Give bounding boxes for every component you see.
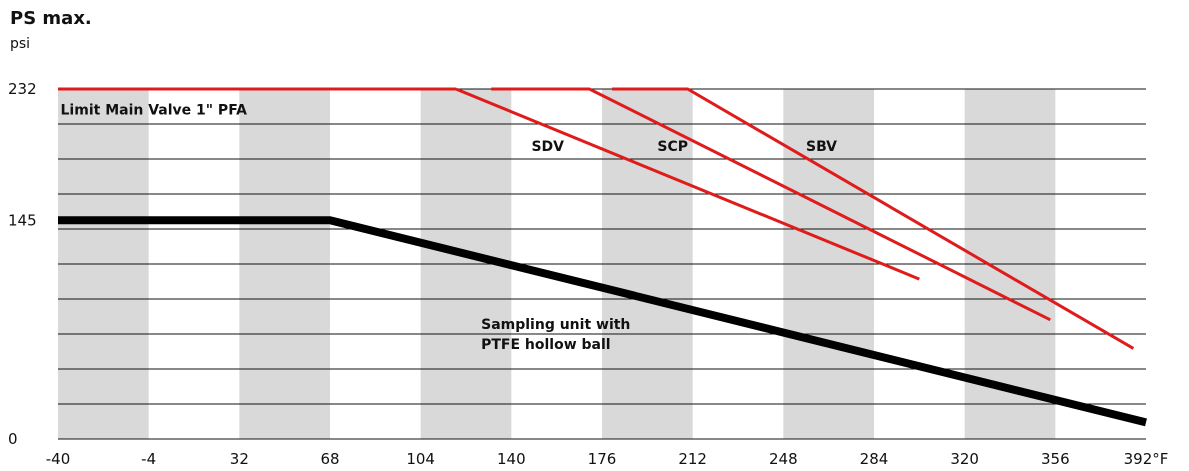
annotation-label: SDV <box>531 139 564 155</box>
series-line-1 <box>455 87 920 281</box>
series-line-2 <box>491 87 1051 322</box>
x-tick-label: 32 <box>230 450 249 468</box>
x-tick-label: -4 <box>141 450 156 468</box>
chart-title: PS max. <box>10 8 92 29</box>
annotation-label: SCP <box>657 139 688 155</box>
annotation-label: SBV <box>806 139 837 155</box>
x-tick-label: 284 <box>860 450 889 468</box>
y-axis-unit-label: psi <box>10 36 31 52</box>
y-tick-labels: 0 145 232 <box>8 80 37 448</box>
annotation-label: PTFE hollow ball <box>481 337 610 353</box>
x-tick-label: 320 <box>950 450 979 468</box>
series-line-4 <box>58 216 1147 427</box>
y-tick-label: 0 <box>8 430 18 448</box>
x-tick-labels: -40 -4 32 68 104 140 176 212 248 284 320 356 392°F <box>46 450 1169 468</box>
y-tick-label: 145 <box>8 211 37 229</box>
series-lines <box>58 87 1147 427</box>
series-line-3 <box>612 87 1135 350</box>
x-tick-label: 104 <box>406 450 435 468</box>
x-tick-label: 212 <box>678 450 707 468</box>
x-tick-label: 248 <box>769 450 798 468</box>
annotation-label: Limit Main Valve 1" PFA <box>61 103 248 119</box>
x-tick-label: 68 <box>320 450 339 468</box>
x-tick-label: 392°F <box>1124 450 1169 468</box>
gridlines <box>58 88 1146 440</box>
annotation-label: Sampling unit with <box>481 317 630 333</box>
y-tick-label: 232 <box>8 80 37 98</box>
x-tick-label: 140 <box>497 450 526 468</box>
annotations: Limit Main Valve 1" PFA SDV SCP SBV Sampling… <box>61 103 838 353</box>
x-tick-label: 356 <box>1041 450 1070 468</box>
x-tick-label: 176 <box>588 450 617 468</box>
x-tick-label: -40 <box>46 450 71 468</box>
